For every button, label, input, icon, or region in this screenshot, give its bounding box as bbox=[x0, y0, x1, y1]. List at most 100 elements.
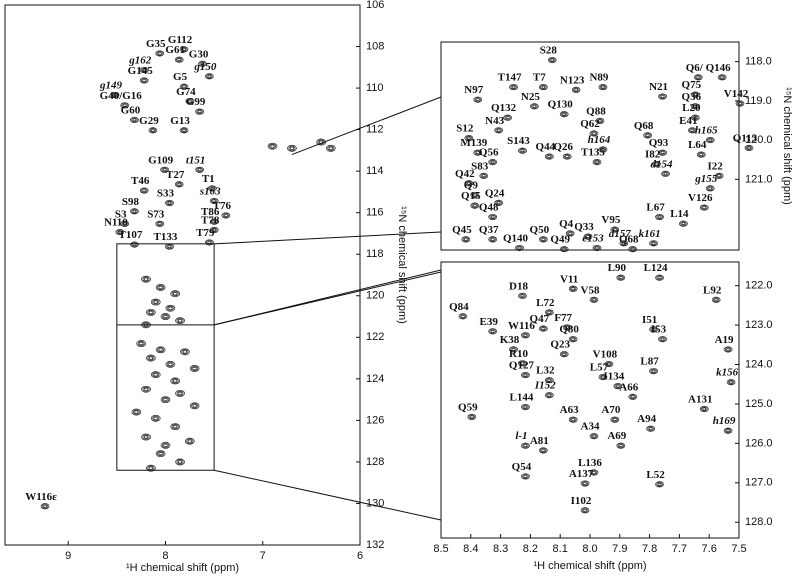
peak-contour bbox=[521, 372, 530, 379]
peak-label: R10 bbox=[509, 348, 528, 360]
contour-ring bbox=[158, 285, 163, 290]
y-tick-label: 122.0 bbox=[745, 280, 773, 292]
contour-ring bbox=[708, 186, 713, 190]
peak-label: A66 bbox=[619, 381, 638, 393]
contour-ring bbox=[690, 128, 695, 132]
peak-label: Q146 bbox=[706, 62, 732, 74]
contour-ring bbox=[568, 285, 578, 292]
peak-contour bbox=[141, 433, 151, 441]
peak-contour bbox=[185, 98, 195, 105]
y-tick-label: 110 bbox=[366, 82, 384, 94]
contour-ring bbox=[171, 378, 179, 384]
contour-ring bbox=[163, 443, 168, 447]
contour-ring bbox=[547, 56, 557, 64]
peak-contour bbox=[690, 91, 700, 98]
contour-ring bbox=[473, 96, 483, 103]
peak-contour bbox=[120, 102, 130, 109]
contour-ring bbox=[174, 181, 184, 188]
contour-ring bbox=[617, 275, 624, 280]
contour-ring bbox=[532, 104, 537, 108]
peak-contour bbox=[616, 274, 626, 281]
contour-ring bbox=[494, 127, 503, 134]
contour-ring bbox=[615, 384, 620, 388]
peak-contour bbox=[503, 114, 512, 121]
contour-ring bbox=[192, 404, 197, 408]
contour-ring bbox=[134, 410, 139, 414]
peak-label: T78 bbox=[201, 215, 220, 227]
contour-ring bbox=[708, 138, 713, 142]
y-tick-label: 127.0 bbox=[745, 477, 773, 489]
contour-ring bbox=[610, 416, 620, 423]
contour-ring bbox=[200, 62, 205, 66]
contour-ring bbox=[490, 215, 495, 219]
peak-contour bbox=[150, 298, 161, 306]
peak-contour bbox=[518, 360, 527, 367]
peak-contour bbox=[589, 130, 599, 137]
peak-contour bbox=[562, 324, 572, 331]
contour-ring bbox=[687, 127, 697, 134]
peak-label: Q37 bbox=[479, 224, 499, 236]
contour-ring bbox=[679, 220, 688, 227]
peak-label: S33 bbox=[157, 188, 175, 200]
peak-label: S3 bbox=[115, 208, 127, 220]
peak-label: V126 bbox=[688, 192, 713, 204]
zoom-connector bbox=[214, 469, 442, 521]
peak-label: A63 bbox=[560, 404, 579, 416]
contour-ring bbox=[132, 118, 137, 122]
contour-ring bbox=[598, 84, 608, 91]
contour-ring bbox=[157, 222, 162, 226]
contour-ring bbox=[510, 84, 517, 90]
peak-contour bbox=[568, 285, 578, 292]
peak-contour bbox=[470, 202, 480, 209]
contour-ring bbox=[651, 327, 656, 331]
contour-ring bbox=[593, 245, 601, 251]
contour-ring bbox=[158, 348, 163, 352]
peak-contour bbox=[180, 348, 190, 356]
peak-contour bbox=[174, 181, 184, 188]
contour-ring bbox=[40, 503, 50, 510]
contour-ring bbox=[649, 240, 658, 247]
contour-ring bbox=[161, 167, 168, 173]
contour-ring bbox=[182, 47, 187, 51]
peak-contour bbox=[544, 377, 554, 384]
peak-contour bbox=[521, 403, 530, 411]
peak-contour bbox=[649, 368, 658, 375]
contour-ring bbox=[596, 118, 604, 124]
contour-ring bbox=[150, 128, 155, 132]
x-tick-label: 8.4 bbox=[463, 543, 478, 555]
contour-ring bbox=[630, 247, 635, 251]
contour-ring bbox=[175, 317, 185, 325]
peak-contour bbox=[461, 236, 471, 243]
peak-label: T107 bbox=[119, 229, 143, 241]
contour-ring bbox=[465, 135, 472, 141]
y-tick-label: 128.0 bbox=[745, 516, 773, 528]
peak-label: t151 bbox=[186, 154, 206, 166]
contour-ring bbox=[629, 246, 636, 252]
contour-ring bbox=[137, 341, 145, 347]
contour-ring bbox=[173, 425, 178, 429]
peak-label: Q68 bbox=[619, 234, 639, 246]
contour-ring bbox=[205, 73, 214, 80]
peak-contour bbox=[658, 93, 667, 100]
peak-label: Q23 bbox=[550, 339, 570, 351]
contour-ring bbox=[598, 146, 608, 153]
contour-ring bbox=[270, 144, 275, 148]
contour-ring bbox=[116, 229, 124, 235]
peak-contour bbox=[589, 296, 599, 303]
contour-ring bbox=[649, 326, 658, 333]
peak-contour bbox=[723, 427, 733, 434]
contour-ring bbox=[538, 84, 548, 91]
peak-contour bbox=[165, 360, 176, 368]
contour-ring bbox=[568, 416, 578, 423]
contour-ring bbox=[571, 287, 576, 291]
contour-ring bbox=[581, 508, 589, 513]
contour-ring bbox=[511, 348, 516, 351]
contour-ring bbox=[173, 292, 178, 296]
contour-ring bbox=[540, 326, 547, 331]
peak-contour bbox=[571, 86, 581, 93]
peak-contour bbox=[155, 346, 166, 354]
peak-label: S83 bbox=[471, 160, 489, 172]
contour-ring bbox=[207, 74, 212, 78]
contour-ring bbox=[152, 415, 160, 421]
contour-ring bbox=[142, 68, 147, 72]
